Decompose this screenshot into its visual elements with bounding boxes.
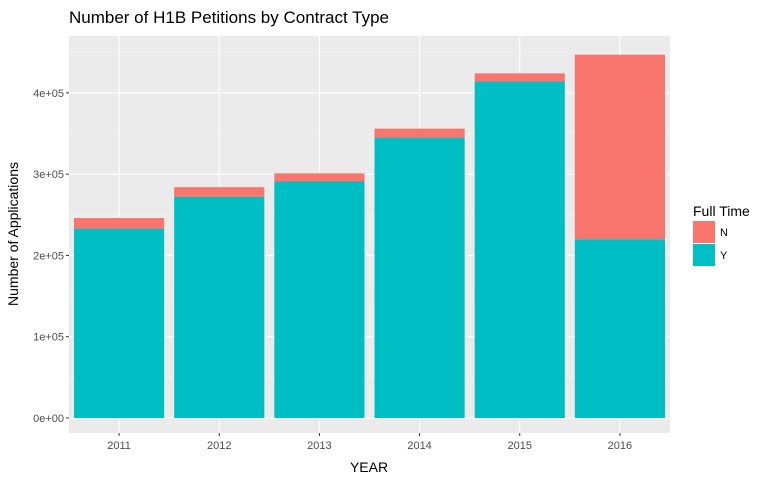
legend: Full Time NY [693,203,750,266]
x-tick-label: 2016 [608,440,632,452]
bar-Y-2012 [174,196,265,418]
legend-key-Y [693,244,715,266]
x-axis: 2011 2012 2013 2014 2015 2016 [107,433,632,452]
y-tick-label: 1e+05 [33,332,64,344]
y-axis: 0e+00 1e+05 2e+05 3e+05 4e+05 [33,88,69,425]
legend-label-Y: Y [720,250,728,262]
x-axis-title: YEAR [350,459,388,475]
x-tick-label: 2013 [307,440,331,452]
y-tick-label: 2e+05 [33,250,64,262]
legend-title: Full Time [693,203,750,219]
bar-N-2011 [74,218,165,229]
bars [74,54,665,418]
bar-N-2013 [274,173,365,182]
y-tick-label: 3e+05 [33,169,64,181]
y-tick-label: 0e+00 [33,413,64,425]
bar-Y-2015 [474,81,565,418]
x-tick-label: 2012 [207,440,231,452]
y-tick-label: 4e+05 [33,88,64,100]
chart-title: Number of H1B Petitions by Contract Type [69,8,389,27]
bar-Y-2011 [74,228,165,418]
grid-minor [69,51,670,378]
y-axis-title: Number of Applications [5,162,21,306]
bar-N-2015 [474,73,565,82]
legend-label-N: N [720,227,728,239]
x-tick-label: 2014 [407,440,431,452]
bar-N-2016 [574,54,665,240]
legend-key-N [693,221,715,243]
bar-Y-2016 [574,239,665,418]
bar-Y-2014 [374,137,465,418]
bar-Y-2013 [274,181,365,418]
bar-N-2014 [374,128,465,138]
x-tick-label: 2011 [107,440,131,452]
x-tick-label: 2015 [508,440,532,452]
bar-N-2012 [174,187,265,197]
plot-panel [69,36,670,433]
